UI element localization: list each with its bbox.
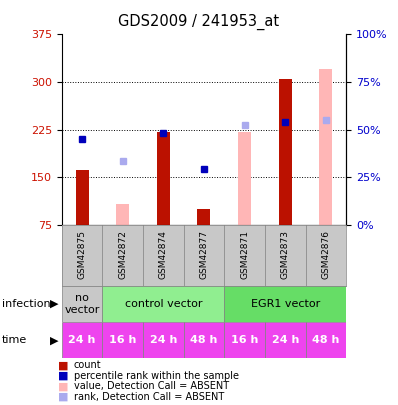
Text: 16 h: 16 h	[109, 335, 137, 345]
Text: GSM42874: GSM42874	[159, 230, 168, 279]
Bar	[116, 204, 129, 225]
Text: no
vector: no vector	[64, 293, 100, 315]
Bar	[143, 322, 183, 358]
Text: GSM42876: GSM42876	[322, 230, 330, 279]
Text: 24 h: 24 h	[271, 335, 299, 345]
Bar	[238, 132, 251, 225]
Text: control vector: control vector	[125, 299, 202, 309]
Text: ■: ■	[59, 371, 69, 381]
Text: 48 h: 48 h	[190, 335, 218, 345]
Bar	[265, 322, 306, 358]
Text: ▶: ▶	[49, 335, 58, 345]
Text: GSM42871: GSM42871	[240, 230, 249, 279]
Bar	[62, 322, 102, 358]
Bar	[320, 69, 332, 225]
Text: 24 h: 24 h	[150, 335, 177, 345]
Bar	[102, 225, 143, 286]
Bar	[102, 286, 224, 322]
Bar	[157, 132, 170, 225]
Text: time: time	[2, 335, 27, 345]
Text: GSM42873: GSM42873	[281, 230, 290, 279]
Bar	[265, 225, 306, 286]
Text: GSM42875: GSM42875	[78, 230, 86, 279]
Text: ■: ■	[59, 360, 69, 370]
Bar	[183, 225, 224, 286]
Bar	[62, 286, 102, 322]
Text: percentile rank within the sample: percentile rank within the sample	[74, 371, 239, 381]
Bar	[102, 322, 143, 358]
Text: GSM42872: GSM42872	[118, 230, 127, 279]
Bar	[183, 322, 224, 358]
Text: infection: infection	[2, 299, 51, 309]
Bar	[143, 225, 183, 286]
Text: ■: ■	[59, 382, 69, 391]
Bar	[224, 322, 265, 358]
Text: ▶: ▶	[49, 299, 58, 309]
Bar	[76, 170, 88, 225]
Text: 16 h: 16 h	[231, 335, 258, 345]
Text: EGR1 vector: EGR1 vector	[251, 299, 320, 309]
Text: ■: ■	[59, 392, 69, 402]
Text: GSM42877: GSM42877	[199, 230, 209, 279]
Bar	[224, 225, 265, 286]
Bar	[279, 79, 292, 225]
Text: 48 h: 48 h	[312, 335, 339, 345]
Bar	[224, 286, 346, 322]
Text: 24 h: 24 h	[68, 335, 96, 345]
Text: GDS2009 / 241953_at: GDS2009 / 241953_at	[119, 14, 279, 30]
Text: count: count	[74, 360, 101, 370]
Bar	[197, 209, 211, 225]
Bar	[62, 225, 102, 286]
Bar	[306, 225, 346, 286]
Text: value, Detection Call = ABSENT: value, Detection Call = ABSENT	[74, 382, 229, 391]
Bar	[306, 322, 346, 358]
Text: rank, Detection Call = ABSENT: rank, Detection Call = ABSENT	[74, 392, 224, 402]
